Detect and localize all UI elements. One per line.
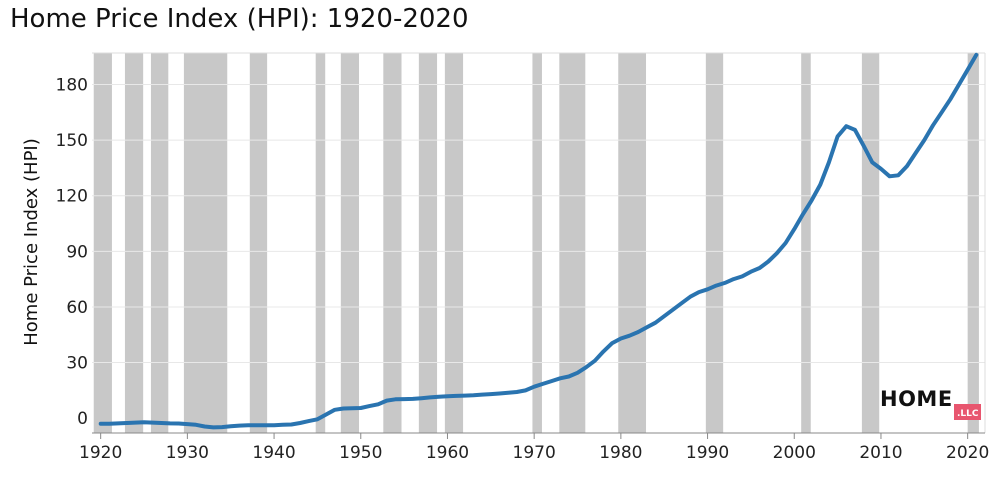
series-line-hpi [98,52,979,430]
recession-band [150,53,169,433]
recession-band [967,53,979,433]
recession-band [124,53,144,433]
logo-text: HOME [880,387,953,411]
x-tick-label: 2010 [859,443,902,463]
recession-band [93,53,112,433]
y-axis-title: Home Price Index (HPI) [21,138,42,346]
gridlines [92,84,985,364]
recession-band [801,53,811,433]
recession-band [418,53,438,433]
home-llc-logo: HOME .LLC [880,387,981,420]
x-tick-label: 1940 [252,443,295,463]
x-tick-label: 1920 [79,443,122,463]
x-tick-label: 1950 [339,443,382,463]
recession-band [532,53,542,433]
recession-band [705,53,724,433]
x-tick-label: 1980 [599,443,642,463]
y-tick-label: 90 [66,242,88,262]
recession-band [315,53,326,433]
x-tick-label: 1970 [513,443,556,463]
recession-bands [93,53,979,433]
y-tick-label: 120 [56,187,88,207]
recession-band [249,53,268,433]
y-tick-label: 180 [56,76,88,96]
x-tick-label: 1930 [166,443,209,463]
recession-band [444,53,464,433]
y-tick-label: 60 [66,298,88,318]
x-axis-ticks: 1920 1930 1940 1950 1960 1970 1980 1990 2000 2010… [79,433,989,463]
logo-badge [954,404,981,420]
chart-title: Home Price Index (HPI): 1920-2020 [10,4,469,34]
recession-band [383,53,402,433]
y-tick-label: 30 [66,354,88,374]
x-tick-label: 1960 [426,443,469,463]
recession-band [861,53,880,433]
recession-band [618,53,647,433]
y-axis-ticks: 0 30 60 90 120 150 180 [56,76,88,430]
logo-badge-text: .LLC [957,409,979,419]
recession-band [183,53,228,433]
x-tick-label: 2020 [946,443,989,463]
x-tick-label: 2000 [773,443,816,463]
recession-band [340,53,360,433]
x-tick-label: 1990 [686,443,729,463]
y-tick-label: 150 [56,131,88,151]
y-tick-label: 0 [77,409,88,429]
